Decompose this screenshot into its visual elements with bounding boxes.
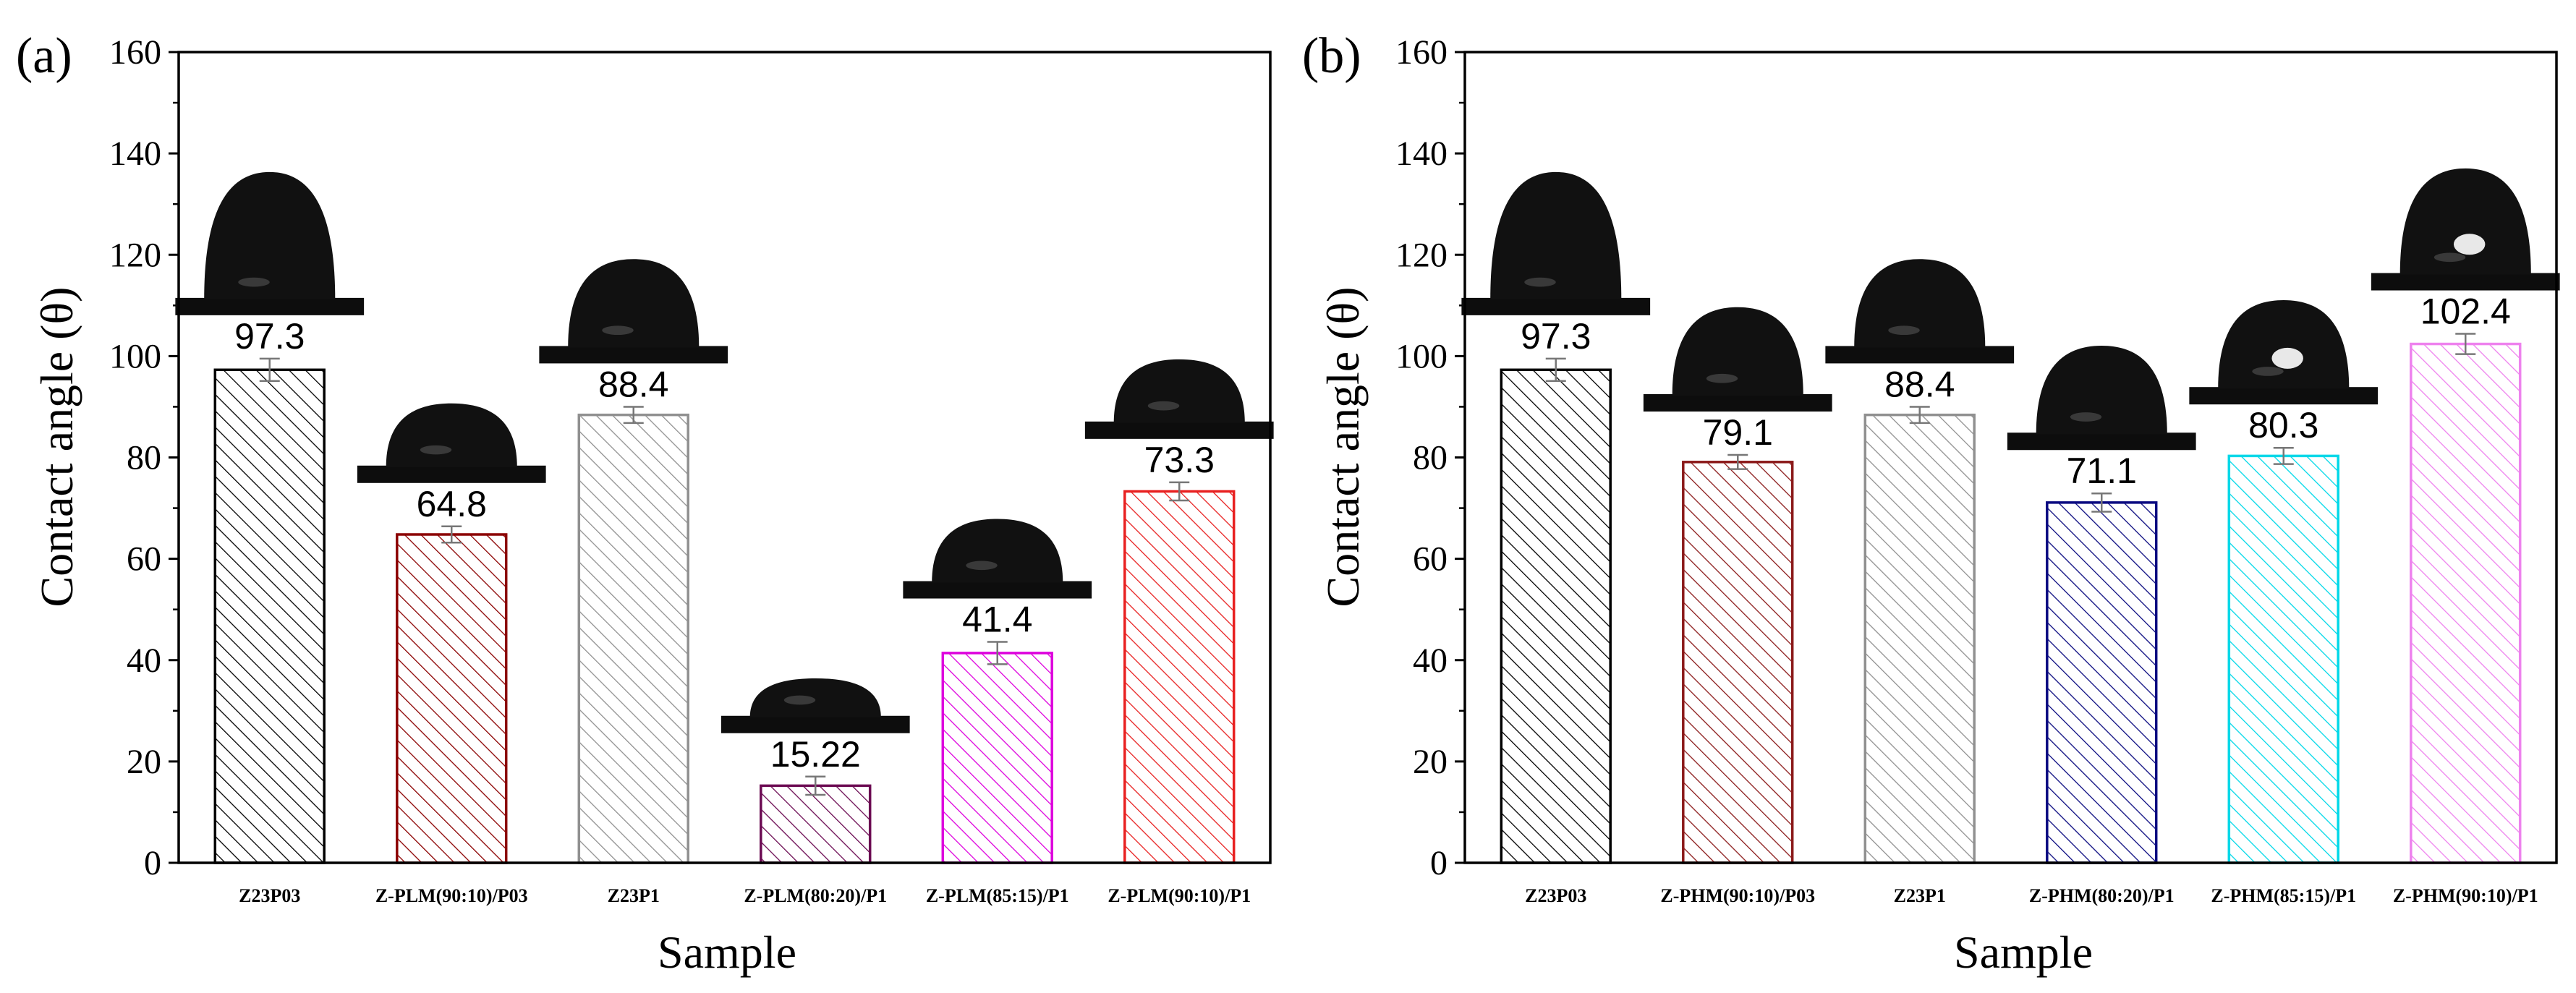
panel-b-error-bar	[1727, 453, 1748, 470]
panel-a-bar	[577, 413, 689, 864]
panel-a-y-tick-label: 160	[109, 33, 161, 72]
panel-a-bar	[760, 784, 872, 864]
panel-a-category-label: Z-PLM(80:20)/P1	[744, 885, 887, 906]
panel-a-value-label: 64.8	[417, 484, 487, 524]
panel-a-error-bar	[623, 406, 644, 425]
panel-a-y-tick-label: 0	[144, 844, 161, 882]
panel-a-y-axis-title: Contact angle (θ)	[31, 287, 82, 608]
panel-b-y-tick-label: 100	[1395, 337, 1448, 375]
panel-a-y-tick-label: 20	[127, 743, 161, 781]
panel-a-error-bar	[987, 641, 1008, 665]
panel-b-category-label: Z-PHM(90:10)/P03	[1660, 885, 1815, 906]
panel-b-value-label: 80.3	[2248, 405, 2318, 446]
panel-a-error-bar	[441, 525, 462, 544]
panel-b-value-label: 102.4	[2420, 291, 2511, 332]
panel-a-y-tick-label: 140	[109, 135, 161, 173]
panel-b-droplet-image	[1461, 171, 1651, 315]
panel-a-label: (a)	[16, 28, 72, 84]
panel-a-value-label: 73.3	[1144, 440, 1215, 480]
panel-a-category-label: Z23P03	[239, 885, 300, 906]
panel-b-droplet-image	[2007, 346, 2196, 451]
panel-a-y-tick-label: 40	[127, 642, 161, 680]
panel-a-category-label: Z23P1	[608, 885, 660, 906]
panel-b-label: (b)	[1302, 28, 1361, 84]
panel-b-category-label: Z-PHM(85:15)/P1	[2211, 885, 2356, 906]
panel-a-axes-frame	[177, 51, 1272, 864]
panel-b-y-tick-label: 20	[1413, 743, 1448, 781]
panel-a-value-label: 88.4	[598, 364, 668, 404]
panel-a-category-label: Z-PLM(85:15)/P1	[926, 885, 1069, 906]
panel-a-bar	[941, 652, 1053, 864]
panel-a-value-label: 97.3	[234, 316, 305, 357]
panel-b-y-tick-label: 160	[1395, 33, 1448, 72]
panel-a-error-bar	[805, 775, 826, 796]
panel-b-value-label: 88.4	[1884, 364, 1955, 404]
panel-b-y-tick-label: 120	[1395, 236, 1448, 274]
panel-a-droplet-image	[903, 519, 1092, 599]
panel-a-error-bar	[1169, 481, 1190, 502]
panel-b-bar	[1500, 368, 1612, 864]
panel-a-category-label: Z-PLM(90:10)/P03	[375, 885, 528, 906]
panel-b-error-bar	[2091, 492, 2112, 513]
panel-b-plot-area: 0 20 40 60 80 100 120 140 160 97.3 Z23P03 79.1 Z-PHM…	[1395, 33, 2560, 906]
panel-b-category-label: Z23P1	[1894, 885, 1946, 906]
panel-b-droplet-image	[1643, 307, 1832, 412]
panel-a-droplet-image	[1084, 359, 1274, 439]
panel-b: (b) Contact angle (θ) Sample 0 20 40 60 80 10…	[1302, 28, 2560, 978]
panel-b-bar	[1682, 461, 1794, 864]
panel-a-y-tick-label: 60	[127, 540, 161, 579]
panel-b-bar	[1863, 413, 1976, 864]
panel-b-bar	[2410, 342, 2522, 864]
panel-b-axes-frame	[1463, 51, 2558, 864]
panel-b-x-axis-title: Sample	[1954, 926, 2093, 978]
panel-b-category-label: Z-PHM(90:10)/P1	[2393, 885, 2538, 906]
panel-a-droplet-image	[720, 678, 910, 733]
panel-b-value-label: 71.1	[2067, 451, 2137, 491]
panel-a-bar	[213, 368, 326, 864]
panel-b-y-tick-label: 60	[1413, 540, 1448, 579]
panel-b-y-tick-label: 80	[1413, 439, 1448, 477]
panel-a-y-tick-label: 100	[109, 337, 161, 375]
panel-b-bar	[2227, 454, 2339, 864]
panel-a-plot-area: 0 20 40 60 80 100 120 140 160 97.3 Z23P03 64.8 Z-PLM…	[109, 33, 1274, 906]
panel-b-value-label: 79.1	[1703, 412, 1773, 453]
panel-a-value-label: 41.4	[962, 600, 1032, 640]
panel-b-y-tick-label: 140	[1395, 135, 1448, 173]
panel-b-error-bar	[1909, 406, 1930, 425]
panel-b-value-label: 97.3	[1521, 316, 1591, 357]
panel-b-bar	[2046, 501, 2158, 864]
panel-b-y-axis-title: Contact angle (θ)	[1317, 287, 1369, 608]
panel-a-droplet-image	[539, 259, 728, 364]
panel-a-y-tick-label: 80	[127, 439, 161, 477]
panel-b-droplet-image	[2189, 299, 2379, 405]
panel-a: (a) Contact angle (θ) Sample 0 20 40 60 80 10…	[16, 28, 1274, 978]
panel-b-droplet-image	[2371, 168, 2560, 291]
panel-b-y-tick-label: 40	[1413, 642, 1448, 680]
panel-a-x-axis-title: Sample	[658, 926, 796, 978]
panel-b-y-tick-label: 0	[1430, 844, 1448, 882]
panel-a-value-label: 15.22	[770, 734, 861, 775]
panel-b-error-bar	[2273, 446, 2294, 465]
panel-b-droplet-image	[1825, 259, 2015, 364]
panel-a-droplet-image	[175, 171, 365, 315]
panel-a-droplet-image	[357, 403, 546, 483]
panel-b-error-bar	[1545, 357, 1566, 382]
panel-a-bar	[396, 533, 508, 864]
panel-b-error-bar	[2455, 333, 2476, 355]
panel-a-category-label: Z-PLM(90:10)/P1	[1108, 885, 1251, 906]
panel-b-category-label: Z-PHM(80:20)/P1	[2029, 885, 2175, 906]
panel-a-error-bar	[259, 357, 280, 382]
panel-b-category-label: Z23P03	[1525, 885, 1586, 906]
panel-a-y-tick-label: 120	[109, 236, 161, 274]
panel-a-bar	[1123, 490, 1236, 864]
